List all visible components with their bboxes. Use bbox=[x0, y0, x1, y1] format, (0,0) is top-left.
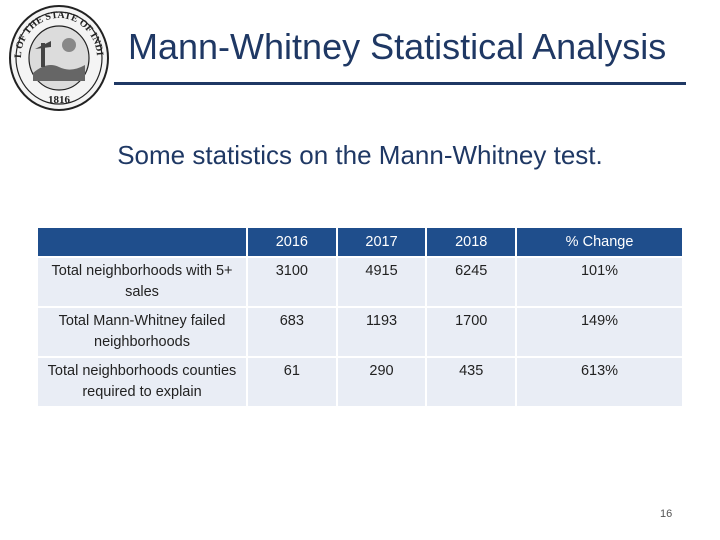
header-cell-2017: 2017 bbox=[337, 228, 426, 256]
table-cell: 683 bbox=[248, 308, 336, 356]
table-cell: 3100 bbox=[248, 258, 336, 306]
row-label: Total neighborhoods counties required to… bbox=[38, 358, 246, 406]
table-cell: 6245 bbox=[427, 258, 516, 306]
table-row: Total neighborhoods counties required to… bbox=[38, 358, 682, 406]
header-cell-2016: 2016 bbox=[248, 228, 336, 256]
row-label: Total neighborhoods with 5+ sales bbox=[38, 258, 246, 306]
table-cell: 613% bbox=[517, 358, 682, 406]
subtitle: Some statistics on the Mann-Whitney test… bbox=[117, 140, 603, 170]
table-cell: 149% bbox=[517, 308, 682, 356]
table-cell: 1193 bbox=[337, 308, 426, 356]
state-seal-logo: SEAL OF THE STATE OF INDIANA 1816 bbox=[3, 0, 111, 113]
header-cell-2018: 2018 bbox=[427, 228, 516, 256]
table-cell: 290 bbox=[337, 358, 426, 406]
statistics-table: 2016 2017 2018 % Change Total neighborho… bbox=[36, 226, 684, 408]
table-row: Total Mann-Whitney failed neighborhoods … bbox=[38, 308, 682, 356]
title-underline bbox=[114, 82, 686, 85]
row-label: Total Mann-Whitney failed neighborhoods bbox=[38, 308, 246, 356]
header-cell-corner bbox=[38, 228, 246, 256]
table-cell: 101% bbox=[517, 258, 682, 306]
table-cell: 4915 bbox=[337, 258, 426, 306]
svg-text:1816: 1816 bbox=[48, 94, 71, 106]
header-cell-percent-change: % Change bbox=[517, 228, 682, 256]
page-number: 16 bbox=[660, 508, 673, 520]
table-row: Total neighborhoods with 5+ sales 3100 4… bbox=[38, 258, 682, 306]
table-cell: 61 bbox=[248, 358, 336, 406]
page-title: Mann-Whitney Statistical Analysis bbox=[128, 26, 667, 67]
table-cell: 435 bbox=[427, 358, 516, 406]
table-header-row: 2016 2017 2018 % Change bbox=[38, 228, 682, 256]
table-cell: 1700 bbox=[427, 308, 516, 356]
